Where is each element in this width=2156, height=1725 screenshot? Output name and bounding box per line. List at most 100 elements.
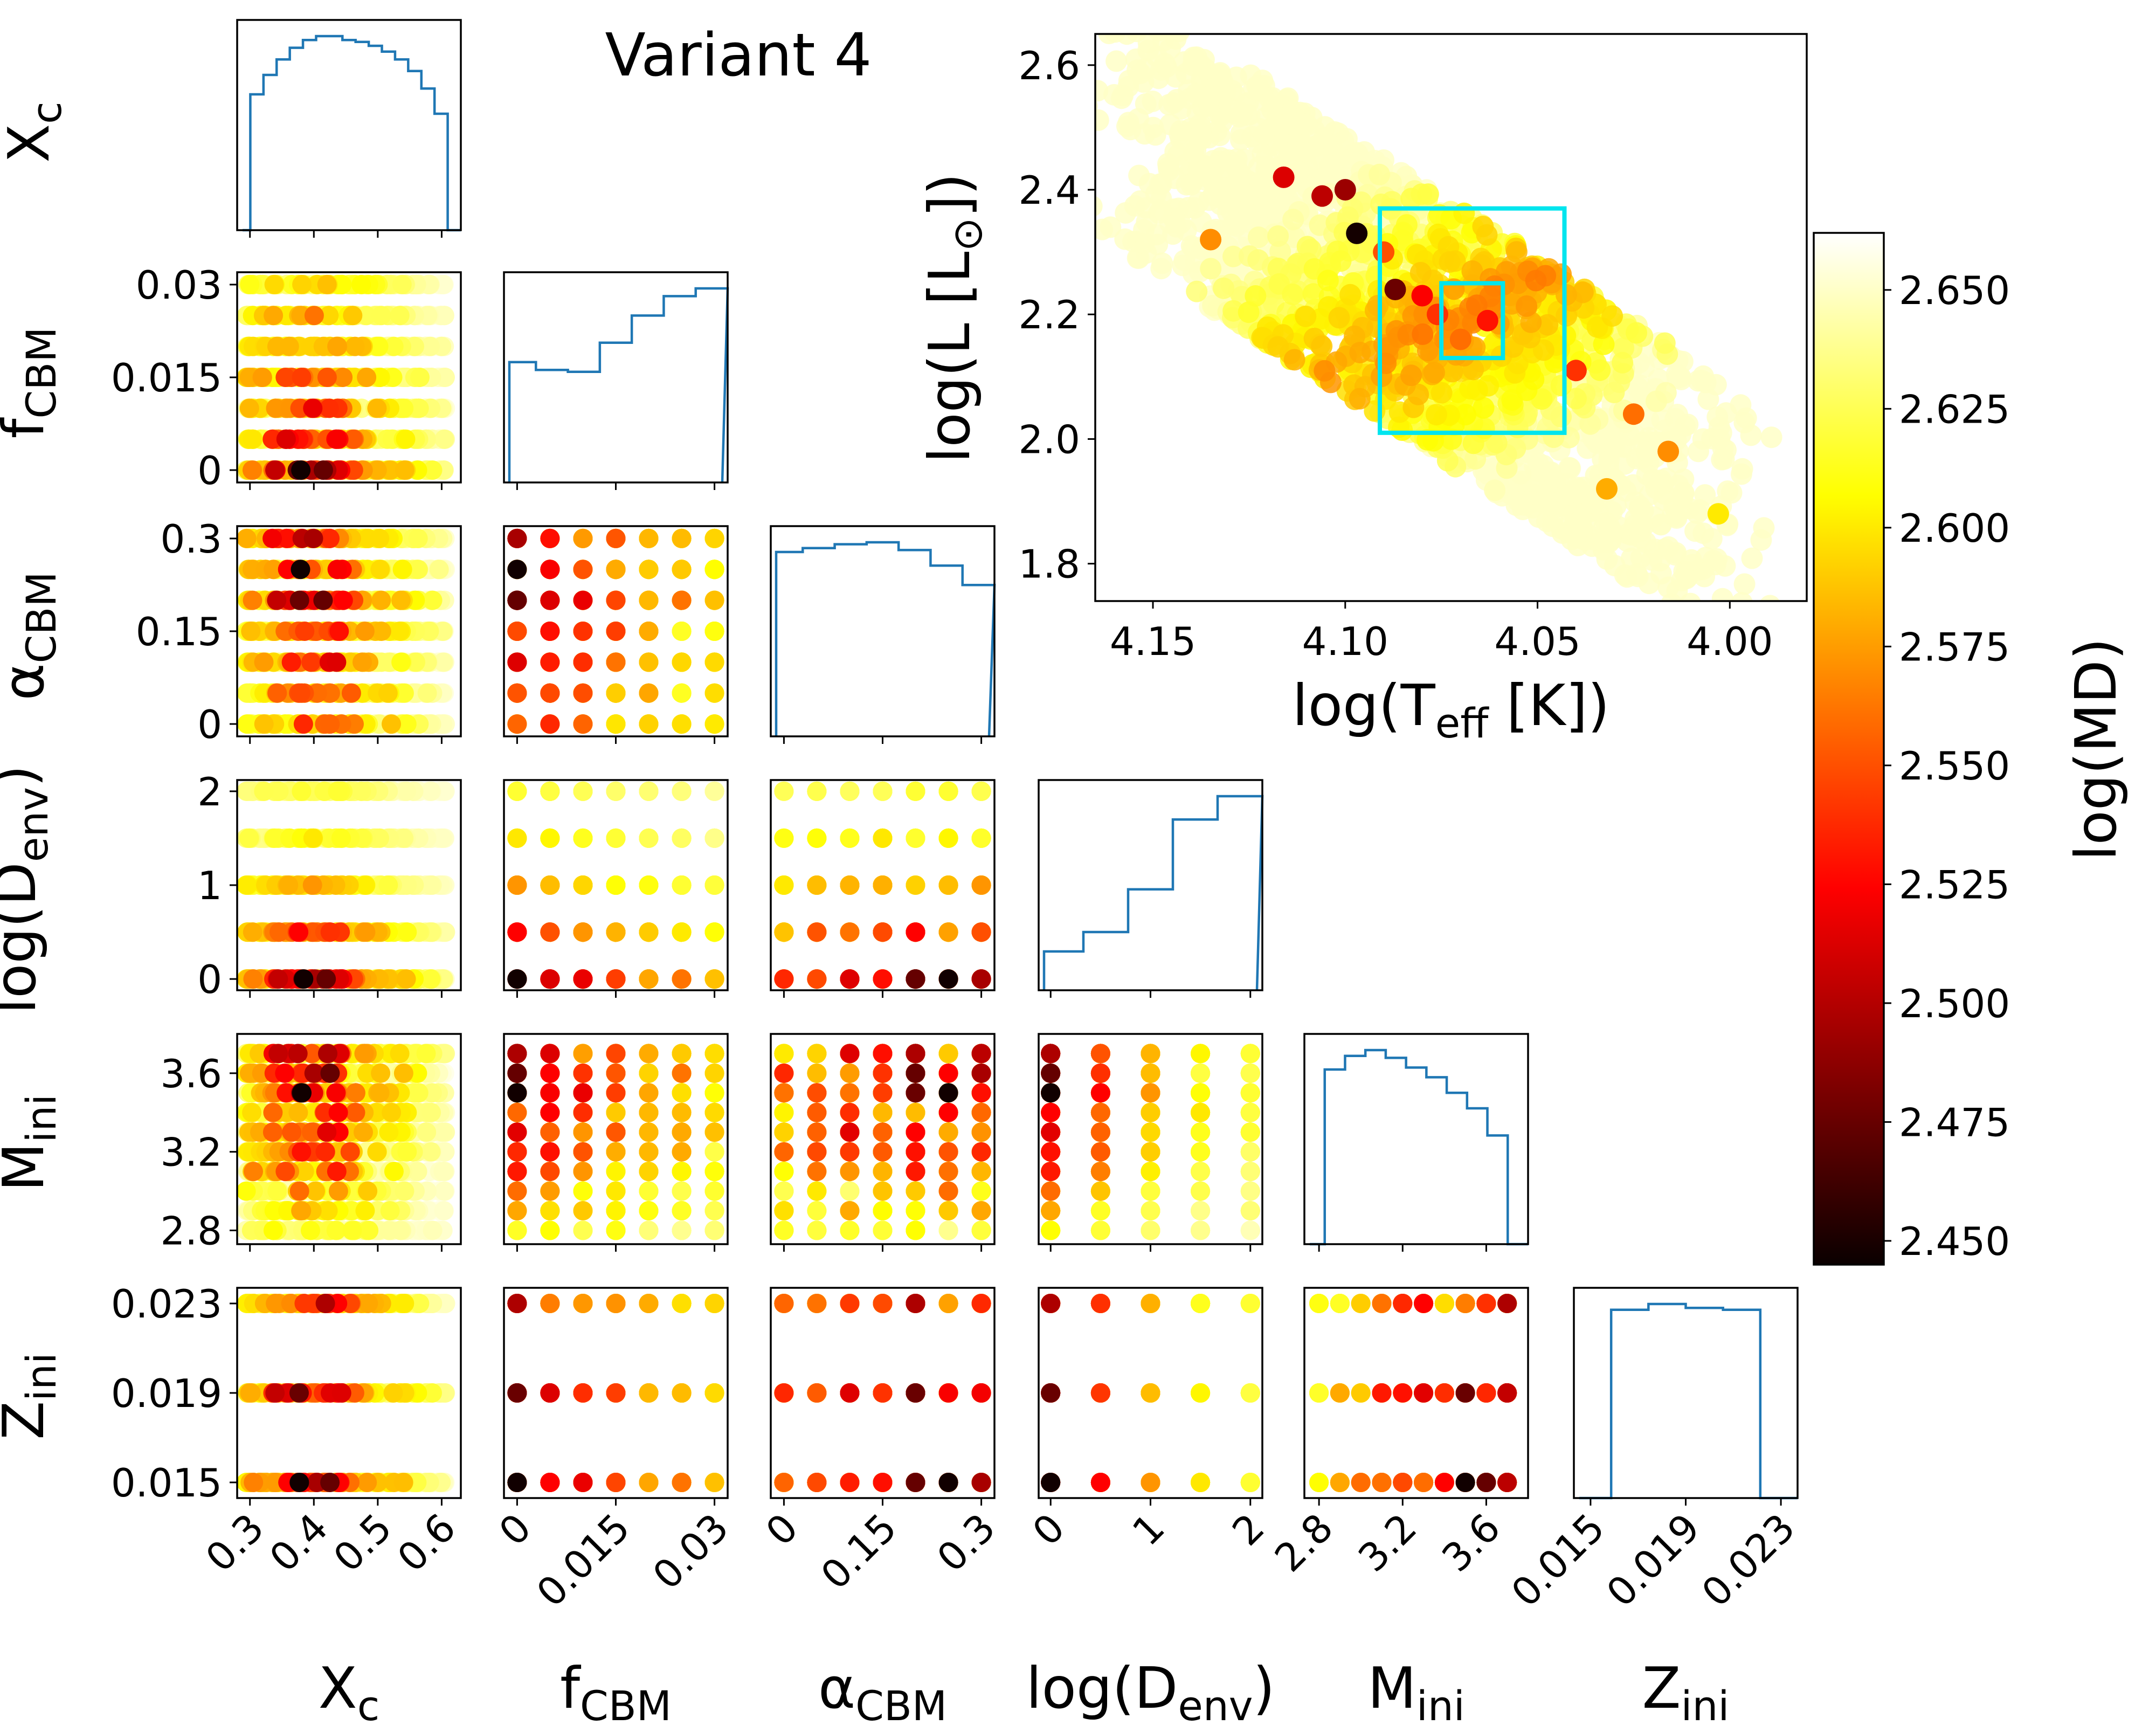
- figure-title: Variant 4: [605, 20, 872, 89]
- model-point: [378, 683, 398, 703]
- y-tick-label: 0.3: [160, 516, 222, 562]
- model-point: [672, 560, 692, 579]
- model-point: [606, 714, 626, 734]
- model-point: [241, 622, 261, 641]
- model-point: [327, 429, 347, 449]
- model-point: [397, 714, 417, 734]
- model-point: [397, 781, 417, 801]
- model-point: [434, 306, 454, 326]
- model-point: [573, 590, 593, 610]
- model-point: [434, 429, 454, 449]
- model-point: [291, 560, 310, 579]
- model-point: [639, 590, 659, 610]
- model-point: [351, 274, 371, 294]
- model-point: [573, 528, 593, 548]
- histogram-Xc: [243, 34, 461, 232]
- model-point: [281, 652, 301, 672]
- model-point: [333, 590, 353, 610]
- model-point: [265, 460, 285, 480]
- model-point: [429, 560, 449, 579]
- panel-Denv-Xc: 012: [197, 769, 462, 1002]
- model-point: [704, 652, 724, 672]
- model-point: [540, 528, 560, 548]
- model-point: [672, 652, 692, 672]
- panel-frame: [236, 19, 462, 231]
- model-point: [392, 274, 412, 294]
- model-point: [254, 652, 274, 672]
- model-point: [433, 652, 453, 672]
- model-point: [329, 622, 349, 641]
- model-point: [606, 528, 626, 548]
- model-point: [239, 398, 259, 418]
- model-point: [507, 528, 527, 548]
- model-point: [243, 429, 262, 449]
- panel-frame: [503, 271, 729, 484]
- model-point: [540, 560, 560, 579]
- model-point: [672, 528, 692, 548]
- model-point: [606, 590, 626, 610]
- model-point: [420, 875, 440, 895]
- model-point: [421, 781, 441, 801]
- model-point: [320, 528, 340, 548]
- model-point: [639, 714, 659, 734]
- model-point: [408, 528, 428, 548]
- corner-panels: 00.0150.0300.150.30122.83.23.60.0150.019…: [0, 19, 1803, 1725]
- model-point: [507, 652, 527, 672]
- model-point: [507, 714, 527, 734]
- y-tick-label: 0.015: [111, 355, 222, 401]
- model-point: [266, 398, 286, 418]
- panel-aCBM-Xc: 00.150.3: [136, 516, 462, 747]
- model-point: [417, 683, 437, 703]
- model-point: [292, 274, 312, 294]
- model-point: [371, 622, 391, 641]
- model-point: [407, 560, 427, 579]
- model-point: [243, 590, 262, 610]
- model-point: [327, 560, 347, 579]
- model-point: [369, 336, 389, 356]
- model-point: [313, 460, 333, 480]
- model-point: [254, 714, 274, 734]
- model-point: [345, 336, 365, 356]
- model-point: [704, 560, 724, 579]
- model-point: [317, 274, 337, 294]
- model-point: [391, 590, 411, 610]
- model-point: [507, 622, 527, 641]
- model-point: [289, 590, 309, 610]
- model-point: [420, 336, 440, 356]
- model-point: [573, 560, 593, 579]
- model-point: [423, 590, 443, 610]
- model-point: [275, 368, 295, 387]
- model-point: [606, 652, 626, 672]
- model-point: [242, 460, 262, 480]
- model-point: [540, 590, 560, 610]
- model-point: [395, 460, 414, 480]
- model-point: [304, 306, 324, 326]
- model-point: [355, 622, 375, 641]
- model-point: [320, 714, 340, 734]
- model-point: [343, 306, 363, 326]
- model-point: [291, 306, 311, 326]
- model-point: [394, 683, 414, 703]
- model-point: [291, 460, 311, 480]
- y-tick-label: 0: [197, 448, 222, 493]
- model-point: [371, 590, 391, 610]
- model-point: [370, 368, 390, 387]
- points: [237, 528, 455, 734]
- model-point: [327, 336, 347, 356]
- model-point: [409, 398, 429, 418]
- model-point: [410, 368, 430, 387]
- model-point: [370, 528, 390, 548]
- model-point: [507, 590, 527, 610]
- model-point: [303, 528, 323, 548]
- model-point: [264, 274, 284, 294]
- model-point: [396, 429, 416, 449]
- model-point: [264, 560, 283, 579]
- model-point: [704, 590, 724, 610]
- model-point: [264, 306, 284, 326]
- model-point: [606, 622, 626, 641]
- model-point: [353, 652, 372, 672]
- model-point: [433, 274, 453, 294]
- points: [507, 528, 724, 734]
